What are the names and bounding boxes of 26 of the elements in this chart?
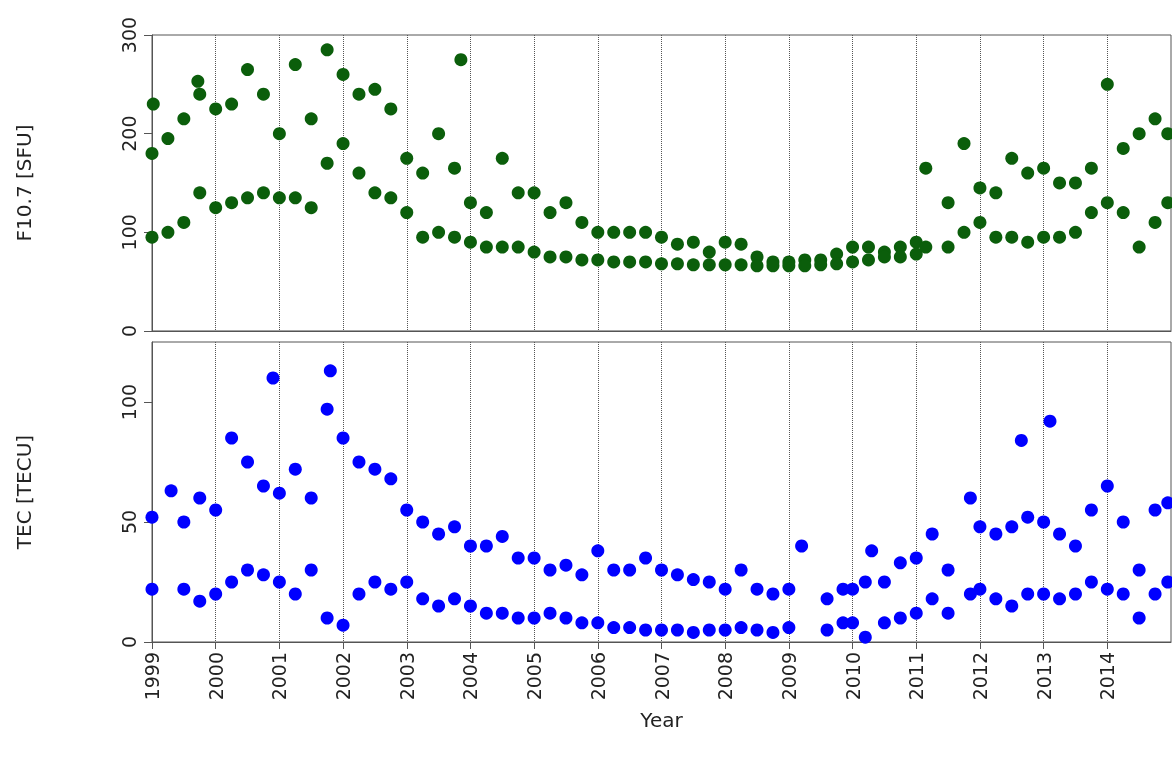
x-tick-label: 1999 — [141, 652, 163, 701]
x-axis-title: Year — [639, 708, 684, 732]
y-tick-label: 0 — [117, 324, 140, 337]
x-tick-label: 2014 — [1096, 652, 1119, 701]
y-axis-title: F10.7 [SFU] — [12, 124, 36, 242]
x-tick-label: 2004 — [459, 652, 482, 701]
y-tick-label: 100 — [117, 383, 140, 421]
y-tick-label: 100 — [117, 214, 140, 251]
x-tick-label: 2000 — [204, 652, 227, 701]
x-tick-label: 2010 — [841, 652, 864, 701]
y-tick-label: 300 — [117, 16, 140, 54]
y-axis-title: TEC [TECU] — [12, 434, 36, 551]
x-tick-label: 2013 — [1032, 652, 1055, 701]
x-tick-label: 2002 — [332, 652, 355, 701]
x-tick-label: 2008 — [714, 652, 737, 701]
x-tick-label: 2006 — [586, 652, 609, 701]
y-tick-label: 0 — [117, 635, 140, 649]
y-tick-label: 50 — [117, 509, 140, 535]
x-tick-label: 2005 — [523, 652, 546, 701]
x-tick-label: 2012 — [968, 652, 991, 701]
x-tick-label: 2007 — [650, 652, 673, 701]
x-tick-label: 2009 — [777, 652, 800, 701]
y-tick-label: 200 — [117, 115, 140, 152]
x-tick-label: 2011 — [905, 652, 928, 701]
x-tick-label: 2001 — [268, 652, 291, 701]
x-tick-label: 2003 — [395, 652, 418, 701]
